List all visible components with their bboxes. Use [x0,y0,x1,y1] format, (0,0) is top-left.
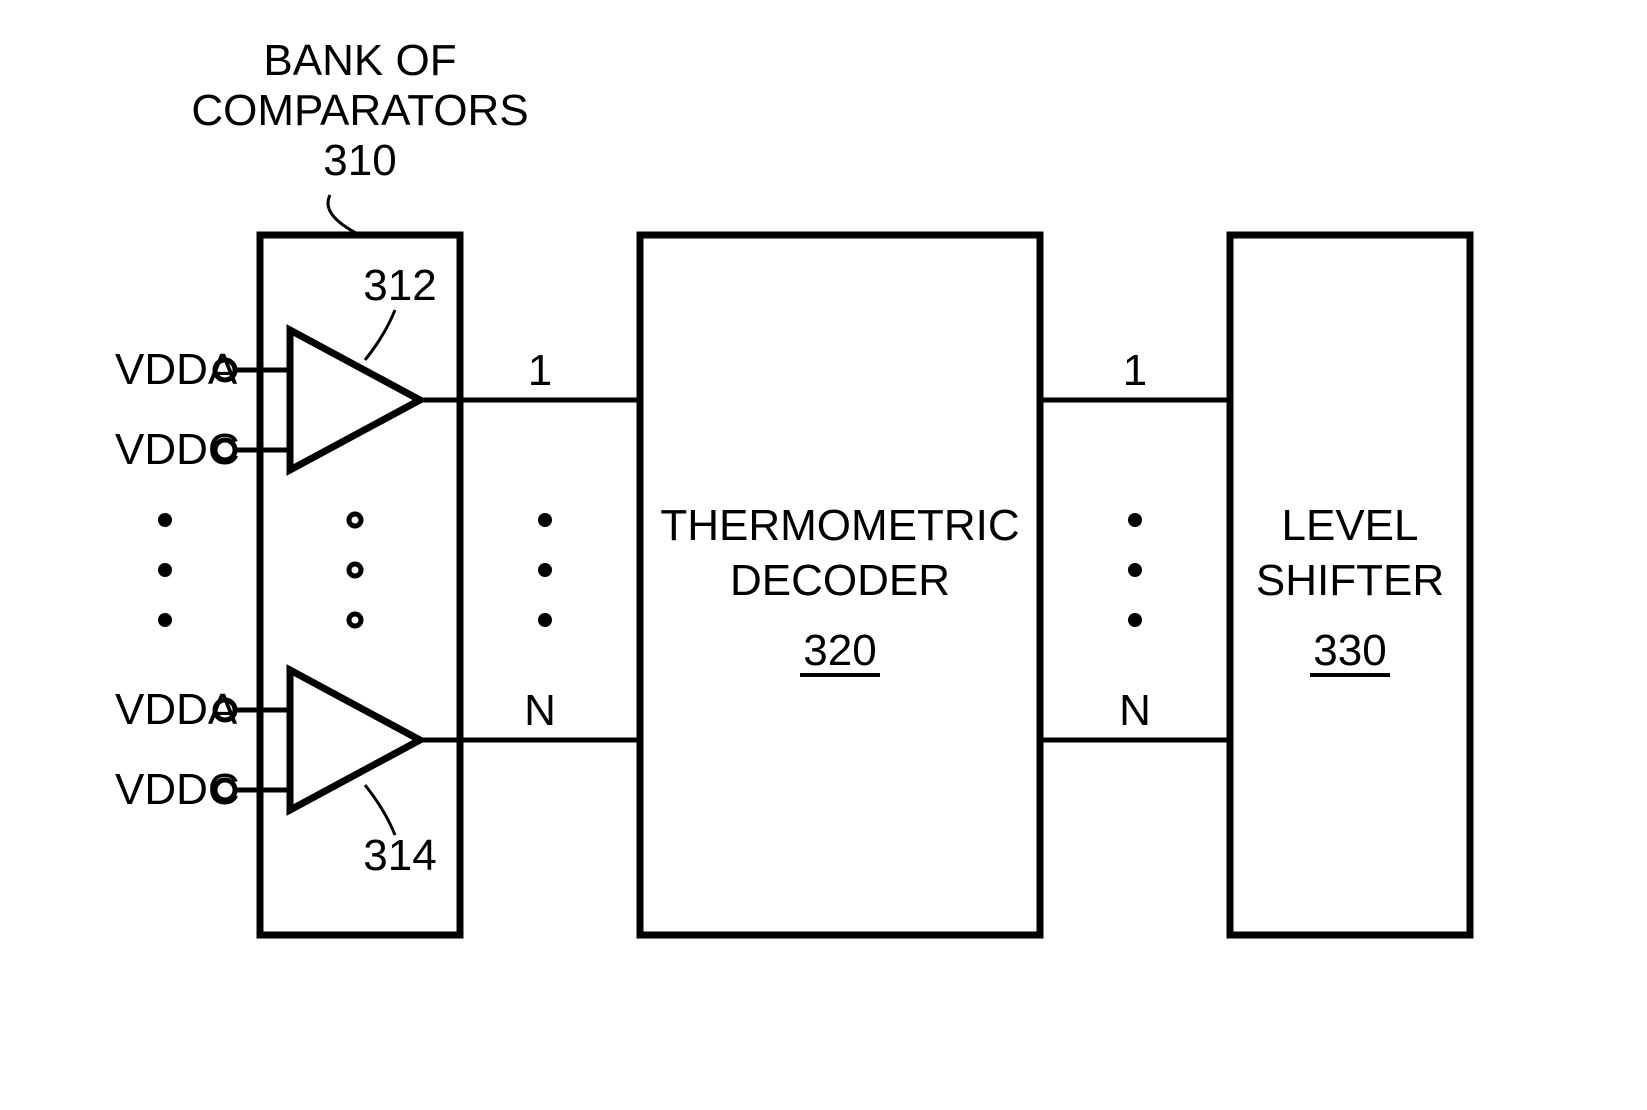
bus-label-bottom: N [1119,686,1151,735]
shifter-label: LEVEL [1282,501,1419,550]
comparator-bank-title: BANK OF [263,36,456,85]
comparator-top-refnum: 312 [363,261,436,310]
input-label-vddc: VDDC [115,765,240,814]
block-diagram: BANK OFCOMPARATORS310 312 314 VDDA VDDC VDDA V… [0,0,1647,1110]
decoder-label: DECODER [730,556,950,605]
input-label-vdda: VDDA [115,345,238,394]
shifter-label: SHIFTER [1256,556,1444,605]
comparator-bottom-refnum: 314 [363,831,436,880]
comparator-bank-title: COMPARATORS [191,86,528,135]
comparator-bank-refnum: 310 [323,136,396,185]
input-label-vddc: VDDC [115,425,240,474]
bus-label-top: 1 [528,346,552,395]
input-label-vdda: VDDA [115,685,238,734]
bus-label-top: 1 [1123,346,1147,395]
shifter-refnum: 330 [1313,626,1386,675]
bus-label-bottom: N [524,686,556,735]
decoder-label: THERMOMETRIC [660,501,1019,550]
decoder-refnum: 320 [803,626,876,675]
